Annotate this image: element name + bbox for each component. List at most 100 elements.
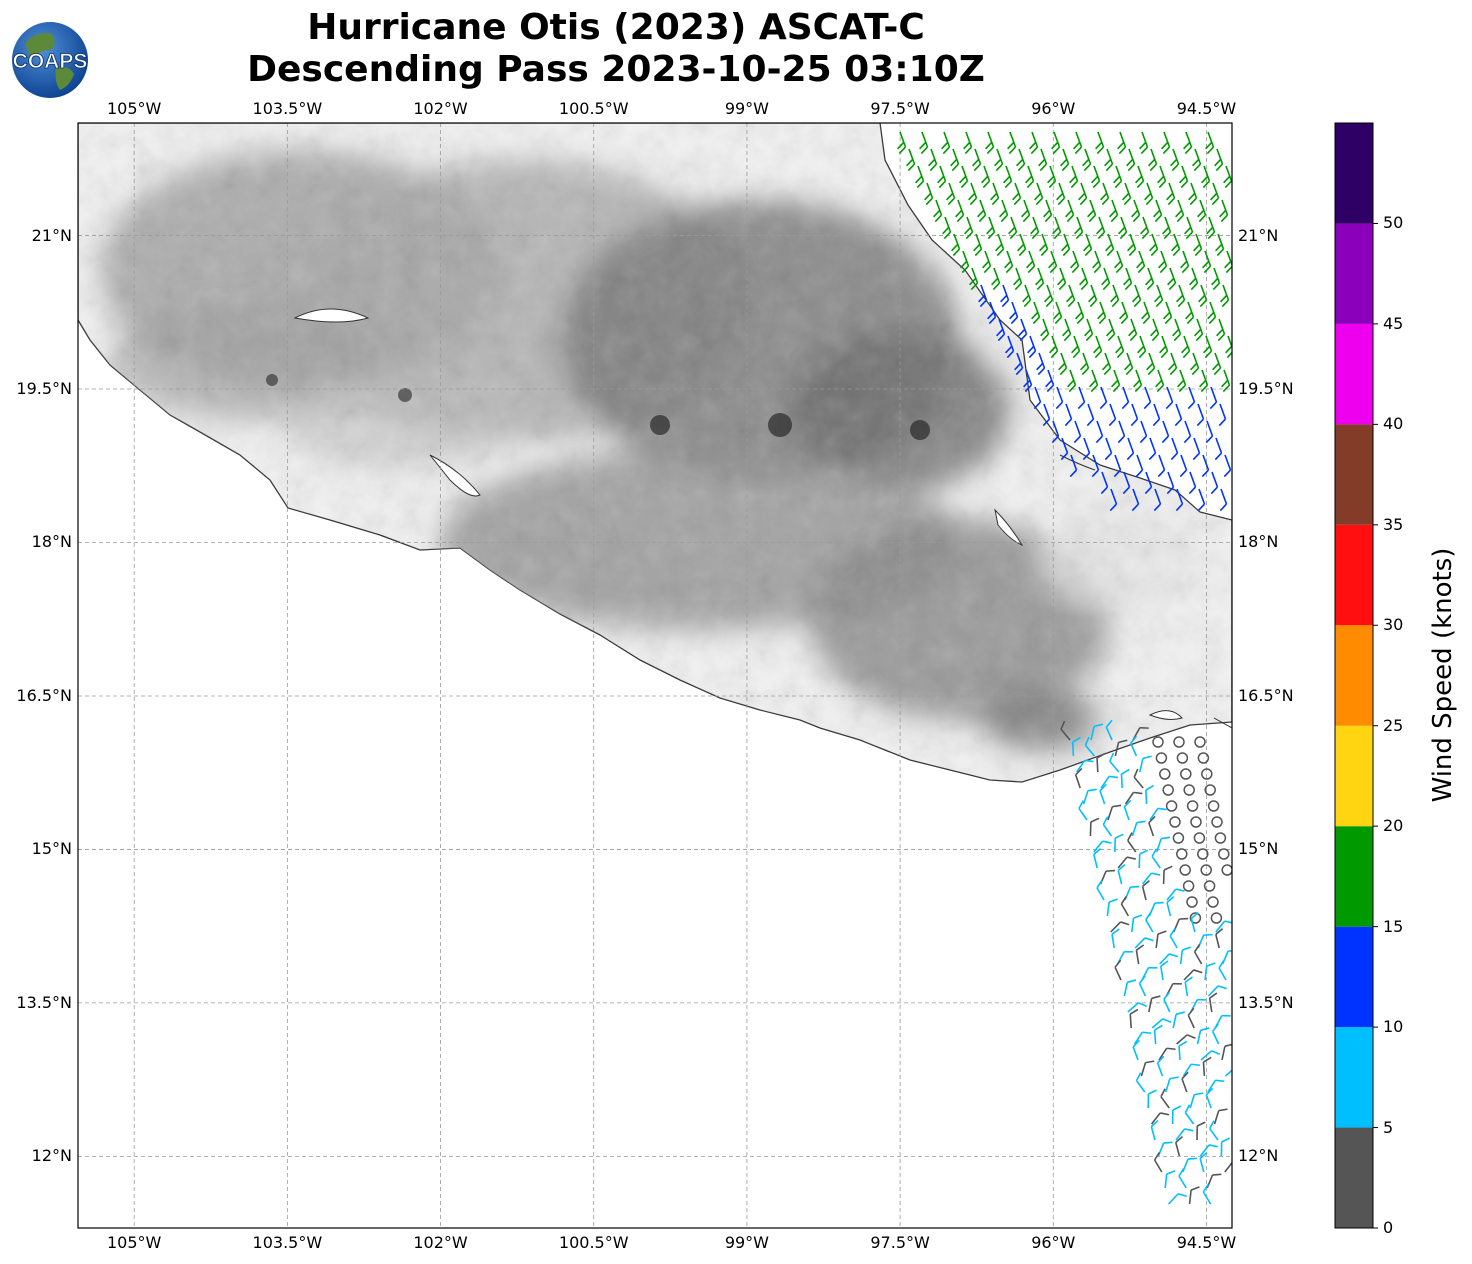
wind-barb [1079, 267, 1089, 291]
wind-barb [1110, 921, 1130, 933]
wind-barb [1080, 352, 1090, 376]
lon-tick-label-top: 94.5°W [1176, 99, 1237, 118]
wind-barb [1114, 250, 1124, 274]
wind-barb [1136, 250, 1146, 274]
wind-barb [1040, 318, 1050, 342]
wind-barb [1156, 836, 1171, 853]
wind-barb [1128, 318, 1138, 342]
wind-barb [1005, 335, 1015, 359]
wind-barb [1221, 1043, 1232, 1061]
wind-barb [1175, 1135, 1183, 1157]
wind-barb [941, 131, 951, 155]
wind-barb [1218, 403, 1227, 427]
lat-tick-label-left: 12°N [31, 1146, 72, 1166]
wind-barb [995, 233, 1005, 257]
wind-barb [928, 148, 938, 172]
wind-barb [1039, 233, 1049, 257]
wind-barbs [897, 131, 1232, 1205]
colorbar-tick-label: 0 [1383, 1218, 1394, 1237]
wind-barb [1188, 1186, 1200, 1205]
wind-barb [960, 250, 970, 274]
wind-barb [1131, 820, 1146, 837]
wind-barb [1106, 318, 1116, 342]
colorbar-bin [1335, 524, 1373, 626]
wind-barb [1078, 182, 1088, 206]
wind-barb [1056, 182, 1066, 206]
wind-barb [969, 267, 979, 291]
wind-barb [1111, 928, 1120, 949]
wind-barb [1205, 420, 1214, 444]
wind-barb [1139, 131, 1149, 155]
wind-barb [1067, 369, 1077, 393]
wind-barb [1084, 318, 1094, 342]
calm-wind-marker [1201, 768, 1213, 780]
wind-barb [1207, 1079, 1225, 1093]
calm-wind-marker [1197, 752, 1210, 764]
wind-barb [1036, 352, 1046, 376]
wind-barb [1175, 488, 1184, 512]
wind-barb [1051, 131, 1061, 155]
lon-tick-label-bottom: 100.5°W [558, 1233, 629, 1252]
lon-tick-label-bottom: 96°W [1031, 1233, 1076, 1252]
wind-barb [1181, 335, 1191, 359]
calm-wind-marker [1183, 784, 1195, 796]
wind-barb [1091, 165, 1101, 189]
wind-barb [1124, 352, 1134, 376]
wind-barb [1166, 888, 1185, 901]
wind-barb [1190, 911, 1199, 933]
wind-barb [990, 182, 1000, 206]
wind-barb [1026, 250, 1036, 274]
wind-barb [982, 250, 992, 274]
wind-barb [1159, 335, 1169, 359]
wind-barb [1201, 165, 1211, 189]
wind-barb [1121, 386, 1130, 410]
wind-barb [1109, 488, 1118, 512]
wind-barb [1069, 454, 1078, 478]
wind-barb [1202, 250, 1212, 274]
wind-barb [1045, 369, 1055, 393]
wind-barb [1149, 233, 1159, 257]
wind-barb [1100, 471, 1109, 495]
wind-barb [1169, 927, 1178, 949]
wind-barb [1117, 863, 1126, 885]
wind-barb [1110, 284, 1120, 308]
wind-barb [1122, 182, 1132, 206]
wind-barb [1216, 318, 1226, 342]
wind-barb [1212, 352, 1222, 376]
wind-barb [1084, 736, 1096, 757]
lat-tick-label-left: 15°N [31, 839, 72, 859]
wind-barb [1023, 369, 1033, 393]
wind-barb [1096, 879, 1105, 901]
wind-barb [1153, 199, 1163, 223]
wind-barb [1105, 233, 1115, 257]
calm-wind-marker [1210, 912, 1223, 924]
wind-barb [1214, 148, 1224, 172]
wind-barb [1105, 719, 1113, 741]
wind-barb [1065, 199, 1075, 223]
wind-barb [1120, 895, 1130, 917]
wind-barb [897, 131, 907, 155]
wind-barb [1008, 216, 1018, 240]
wind-barb [1096, 216, 1106, 240]
wind-barb [1104, 148, 1114, 172]
wind-barb [1164, 1170, 1176, 1189]
wind-barb [1170, 437, 1179, 461]
wind-barb [999, 199, 1009, 223]
lon-tick-label-bottom: 105°W [106, 1233, 162, 1252]
wind-barb [1135, 165, 1145, 189]
wind-barb [1175, 199, 1185, 223]
calm-wind-marker [1159, 768, 1171, 780]
wind-barb [963, 131, 973, 155]
wind-barb [1000, 284, 1010, 308]
wind-barb [1127, 832, 1137, 853]
wind-barb [1052, 216, 1062, 240]
wind-barb [1220, 1137, 1231, 1157]
wind-barb [1108, 403, 1117, 427]
wind-barb [1096, 752, 1106, 773]
wind-barb [1060, 720, 1071, 741]
wind-barb [950, 148, 960, 172]
wind-barb [1135, 454, 1144, 478]
wind-barb [1092, 250, 1102, 274]
lat-tick-label-left: 19.5°N [16, 379, 72, 399]
calm-wind-marker [1197, 848, 1209, 860]
